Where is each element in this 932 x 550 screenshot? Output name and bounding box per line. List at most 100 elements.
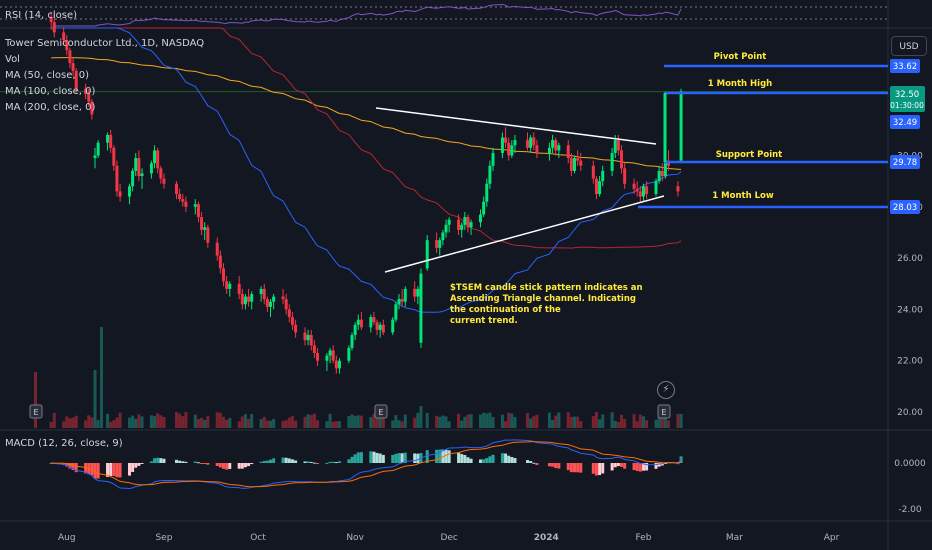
pivot-level-label: Pivot Point — [714, 52, 767, 62]
macd-histogram-bar — [218, 463, 222, 468]
volume-bar — [303, 416, 307, 428]
macd-histogram-bar — [557, 463, 561, 469]
time-tick-label: Sep — [155, 533, 172, 543]
macd-histogram-bar — [463, 455, 467, 463]
macd-histogram-bar — [316, 463, 320, 464]
volume-bar — [403, 414, 407, 428]
macd-histogram-bar — [156, 457, 160, 463]
candle-body — [281, 296, 285, 300]
volume-legend[interactable]: Vol — [5, 54, 20, 65]
volume-bar — [93, 370, 97, 428]
candle-body — [237, 283, 241, 295]
volume-bar — [215, 412, 219, 428]
macd-histogram-bar — [309, 461, 313, 463]
macd-histogram-bar — [372, 451, 376, 463]
currency-button[interactable]: USD — [891, 36, 927, 56]
macd-histogram-bar — [109, 463, 113, 476]
macd-histogram-bar — [303, 461, 307, 463]
volume-bar — [250, 414, 254, 428]
macd-histogram-bar — [507, 455, 511, 463]
candle-body — [616, 140, 620, 151]
candle-body — [118, 191, 122, 197]
volume-bar — [394, 415, 398, 428]
volume-bar — [397, 420, 401, 428]
candle-body — [131, 170, 135, 187]
volume-bar — [316, 420, 320, 428]
volume-bar — [337, 421, 341, 428]
candle-body — [679, 91, 683, 161]
volume-bar — [654, 419, 658, 428]
volume-bar — [579, 421, 583, 428]
candle-body — [535, 145, 539, 153]
volume-bar — [240, 416, 244, 428]
svg-text:E: E — [661, 408, 666, 417]
volume-bar — [551, 419, 555, 428]
ma200-legend[interactable]: MA (200, close, 0) — [5, 102, 96, 113]
volume-bar — [491, 416, 495, 428]
candle-body — [369, 317, 373, 328]
candle-body — [287, 309, 291, 318]
volume-bar — [488, 412, 492, 428]
macd-histogram-bar — [425, 450, 429, 463]
candle-body — [447, 219, 451, 225]
macd-histogram-bar — [591, 463, 595, 474]
candle-body — [193, 204, 197, 207]
macd-histogram-bar — [535, 463, 539, 466]
volume-bar — [193, 414, 197, 428]
volume-bar — [34, 372, 37, 428]
candle-body — [156, 150, 160, 169]
macd-histogram-bar — [196, 462, 200, 464]
candle-body — [419, 273, 423, 343]
ma100-legend[interactable]: MA (100, close, 0) — [5, 86, 96, 97]
candle-body — [284, 299, 288, 310]
macd-histogram-bar — [184, 461, 188, 463]
candle-body — [594, 178, 598, 194]
macd-histogram-bar — [635, 463, 639, 471]
candle-body — [526, 140, 530, 148]
volume-bar — [328, 413, 332, 428]
candle-body — [457, 219, 461, 230]
macd-histogram-bar — [106, 463, 110, 477]
volume-bar — [218, 412, 222, 428]
symbol-legend[interactable]: Tower Semiconductor Ltd., 1D, NASDAQ — [5, 38, 205, 49]
macd-histogram-bar — [247, 463, 251, 467]
macd-histogram-bar — [68, 463, 72, 469]
volume-bar — [281, 420, 285, 428]
candle-body — [225, 281, 229, 289]
lightning-icon[interactable]: ⚡ — [657, 381, 675, 399]
volume-bar — [535, 414, 539, 428]
volume-bar — [469, 414, 473, 428]
volume-bar — [156, 413, 160, 428]
candle-body — [196, 204, 200, 218]
volume-bar — [265, 420, 269, 428]
volume-bar — [554, 415, 558, 428]
earnings-marker-icon: E — [29, 404, 43, 419]
volume-bar — [391, 420, 395, 428]
ma50-legend[interactable]: MA (50, close, 0) — [5, 70, 90, 81]
macd-histogram-bar — [325, 462, 329, 464]
macd-histogram-bar — [576, 463, 580, 473]
candle-body — [353, 324, 357, 336]
candle-body — [598, 181, 602, 194]
candle-body — [184, 201, 188, 207]
candle-body — [137, 158, 141, 177]
macd-legend[interactable]: MACD (12, 26, close, 9) — [5, 438, 123, 449]
candle-body — [638, 191, 642, 197]
volume-bar — [237, 421, 241, 428]
candle-body — [215, 242, 219, 256]
macd-histogram-bar — [65, 463, 69, 467]
volume-bar — [290, 416, 294, 428]
candle-body — [660, 170, 664, 177]
volume-bar — [159, 415, 163, 428]
macd-histogram-bar — [613, 463, 617, 468]
volume-bar — [457, 413, 461, 428]
macd-histogram-bar — [181, 461, 185, 463]
macd-histogram-bar — [294, 460, 298, 463]
candle-body — [115, 165, 119, 192]
macd-histogram-bar — [375, 452, 379, 463]
macd-histogram-bar — [137, 463, 141, 466]
candle-body — [413, 288, 417, 297]
time-tick-label: Oct — [250, 533, 266, 543]
